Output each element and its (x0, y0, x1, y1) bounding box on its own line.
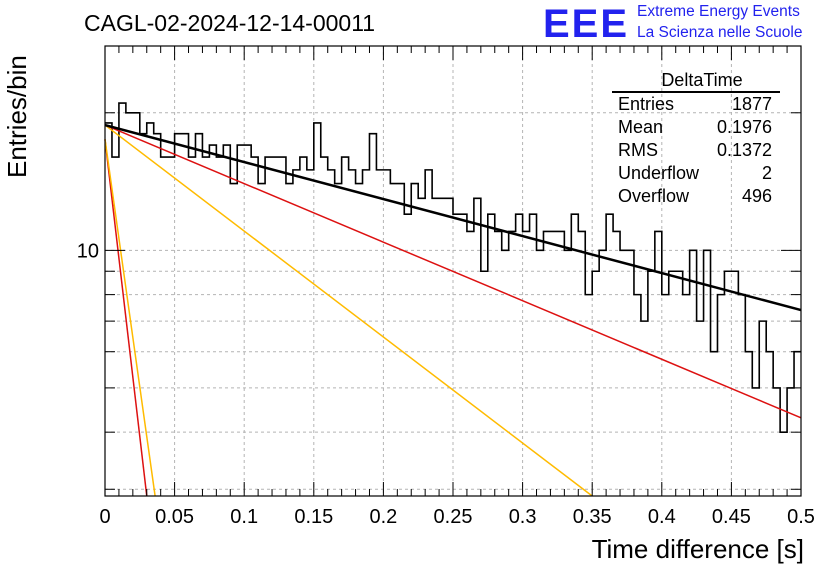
fit-line (104, 124, 802, 419)
x-tick-label: 0.35 (573, 506, 612, 528)
stats-label: Mean (618, 117, 664, 137)
fit-line (104, 123, 802, 312)
fit-line (104, 139, 148, 497)
x-tick-label: 0.4 (648, 506, 676, 528)
x-tick-label: 0.1 (230, 506, 258, 528)
stats-row-overflow: Overflow 496 (612, 185, 780, 208)
stats-value: 0.1976 (716, 117, 772, 137)
stats-row-entries: Entries 1877 (612, 93, 780, 116)
logo-text-line2: La Scienza nelle Scuole (637, 24, 803, 41)
y-tick-label: 10 (77, 240, 99, 262)
x-axis-label: Time difference [s] (591, 534, 804, 564)
eee-logo: EEE (543, 2, 630, 46)
stats-label: Overflow (618, 186, 690, 206)
x-tick-label: 0 (99, 506, 110, 528)
logo-text-line1: Extreme Energy Events (637, 3, 800, 20)
x-tick-label: 0.3 (509, 506, 537, 528)
stats-label: Entries (618, 94, 675, 114)
x-tick-label: 0.5 (787, 506, 815, 528)
stats-value: 0.1372 (716, 140, 772, 160)
stats-box: DeltaTime Entries 1877 Mean 0.1976 RMS 0… (612, 70, 780, 208)
stats-row-mean: Mean 0.1976 (612, 116, 780, 139)
fit-line (104, 124, 593, 497)
stats-label: Underflow (618, 163, 700, 183)
histogram-steps (105, 102, 801, 433)
fit-line (104, 139, 156, 497)
plot-title: CAGL-02-2024-12-14-00011 (84, 10, 376, 36)
x-tick-label: 0.2 (369, 506, 397, 528)
x-tick-label: 0.05 (155, 506, 194, 528)
stats-value: 496 (741, 186, 772, 206)
x-tick-label: 0.25 (434, 506, 473, 528)
stats-row-underflow: Underflow 2 (612, 162, 780, 185)
stats-value: 2 (761, 163, 772, 183)
stats-value: 1877 (731, 94, 772, 114)
x-tick-label: 0.15 (294, 506, 333, 528)
stats-row-rms: RMS 0.1372 (612, 139, 780, 162)
y-axis-label: Entries/bin (2, 55, 32, 178)
stats-title: DeltaTime (612, 70, 780, 93)
x-tick-label: 0.45 (712, 506, 751, 528)
stats-label: RMS (618, 140, 658, 160)
